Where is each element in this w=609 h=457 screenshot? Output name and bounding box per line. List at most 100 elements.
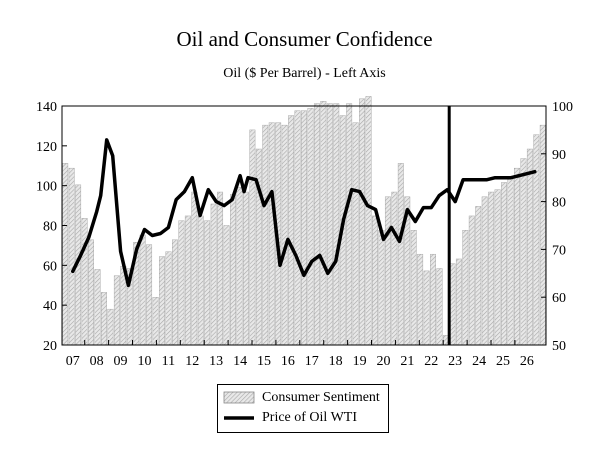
chart-subtitle: Oil ($ Per Barrel) - Left Axis	[223, 66, 386, 81]
sentiment-bar	[184, 215, 191, 346]
right-axis-label: 80	[552, 196, 566, 211]
x-axis-label: 20	[376, 354, 390, 369]
right-axis-label: 100	[552, 100, 573, 115]
sentiment-bar	[346, 103, 353, 346]
sentiment-bar	[423, 270, 430, 346]
sentiment-bar	[249, 129, 256, 346]
sentiment-bar	[62, 163, 69, 346]
sentiment-bar	[152, 297, 159, 346]
sentiment-bar	[514, 167, 520, 346]
sentiment-bar	[94, 269, 101, 346]
sentiment-bar	[384, 196, 391, 346]
sentiment-bar	[81, 218, 88, 346]
left-axis-label: 40	[43, 299, 57, 314]
x-axis-label: 10	[137, 354, 151, 369]
left-axis-label: 140	[36, 100, 57, 115]
legend-swatch-bars	[223, 391, 255, 404]
x-axis-label: 24	[472, 354, 486, 369]
right-axis-label: 50	[552, 339, 566, 354]
sentiment-bar	[501, 182, 507, 346]
x-axis-label: 25	[496, 354, 510, 369]
sentiment-bar	[488, 191, 495, 346]
x-axis-label: 07	[66, 354, 80, 369]
sentiment-bar	[455, 258, 462, 346]
sentiment-bar	[352, 122, 359, 346]
sentiment-bar	[191, 191, 198, 346]
x-axis-label: 08	[90, 354, 104, 369]
chart-plot: 20 40 60 80 100 120 140 50 60 70 80 90 100 07 08 09 10 11…	[36, 96, 573, 369]
sentiment-bar	[397, 163, 404, 346]
x-axis-label: 19	[353, 354, 367, 369]
sentiment-bar	[178, 220, 185, 346]
sentiment-bar	[526, 148, 533, 346]
left-axis-label: 120	[36, 140, 57, 155]
sentiment-bar	[365, 96, 372, 346]
sentiment-bar	[294, 110, 301, 346]
x-axis-label: 21	[400, 354, 414, 369]
sentiment-bar	[320, 101, 327, 346]
sentiment-bar	[539, 124, 546, 346]
sentiment-bar	[210, 203, 217, 346]
oil-price-line	[71, 138, 537, 288]
sentiment-bar	[410, 230, 417, 346]
sentiment-bar	[533, 134, 540, 346]
sentiment-bar	[481, 196, 488, 346]
right-axis-label: 90	[552, 148, 566, 163]
x-axis-label: 14	[233, 354, 247, 369]
x-axis-label: 18	[329, 354, 343, 369]
sentiment-bar	[468, 215, 475, 346]
sentiment-bar	[165, 251, 172, 346]
sentiment-bar	[520, 158, 527, 346]
x-axis-label: 09	[114, 354, 128, 369]
sentiment-bar	[159, 256, 165, 346]
left-axis-label: 60	[43, 259, 57, 274]
x-axis-label: 12	[185, 354, 199, 369]
sentiment-bar	[107, 308, 114, 346]
x-axis-label: 26	[520, 354, 534, 369]
sentiment-bar	[359, 98, 366, 346]
axes-layer: 20 40 60 80 100 120 140 50 60 70 80 90 100 07 08 09 10 11…	[36, 100, 573, 369]
x-axis-label: 15	[257, 354, 271, 369]
sentiment-bar	[372, 215, 378, 346]
sentiment-bar	[288, 115, 295, 346]
oil-line-layer	[71, 138, 537, 288]
sentiment-bar	[391, 191, 398, 346]
sentiment-bar	[230, 194, 236, 346]
left-axis-label: 80	[43, 220, 57, 235]
legend-swatch-line	[224, 416, 254, 420]
x-axis-label: 16	[281, 354, 295, 369]
sentiment-bar	[313, 103, 320, 346]
sentiment-bar	[333, 103, 340, 346]
sentiment-bar	[281, 124, 288, 346]
sentiment-bar	[101, 292, 107, 346]
left-axis-label: 20	[43, 339, 57, 354]
sentiment-bar	[326, 103, 333, 346]
sentiment-bar	[113, 275, 120, 346]
sentiment-bar	[236, 187, 243, 346]
sentiment-bar	[223, 225, 230, 346]
legend-label-sentiment: Consumer Sentiment	[262, 390, 380, 405]
sentiment-bar	[204, 220, 211, 346]
sentiment-bar	[507, 177, 514, 346]
sentiment-bar	[462, 230, 469, 346]
x-axis-label: 13	[209, 354, 223, 369]
sentiment-bar	[378, 230, 385, 346]
sentiment-bar	[172, 239, 178, 346]
legend: Consumer Sentiment Price of Oil WTI	[217, 384, 389, 433]
sentiment-bar	[475, 206, 482, 346]
sentiment-bar	[146, 244, 153, 346]
x-axis-label: 11	[162, 354, 175, 369]
x-axis-label: 22	[424, 354, 438, 369]
left-axis-label: 100	[36, 180, 57, 195]
sentiment-bar	[417, 253, 424, 346]
sentiment-bar	[139, 234, 146, 346]
sentiment-bar	[197, 215, 204, 346]
sentiment-bar	[301, 110, 307, 346]
sentiment-bar	[436, 268, 443, 346]
sentiment-bar	[494, 189, 501, 346]
sentiment-bar	[88, 239, 94, 346]
legend-label-oil: Price of Oil WTI	[262, 410, 357, 425]
sentiment-bar	[262, 124, 269, 346]
sentiment-bar	[242, 191, 249, 346]
sentiment-bar	[430, 253, 436, 346]
